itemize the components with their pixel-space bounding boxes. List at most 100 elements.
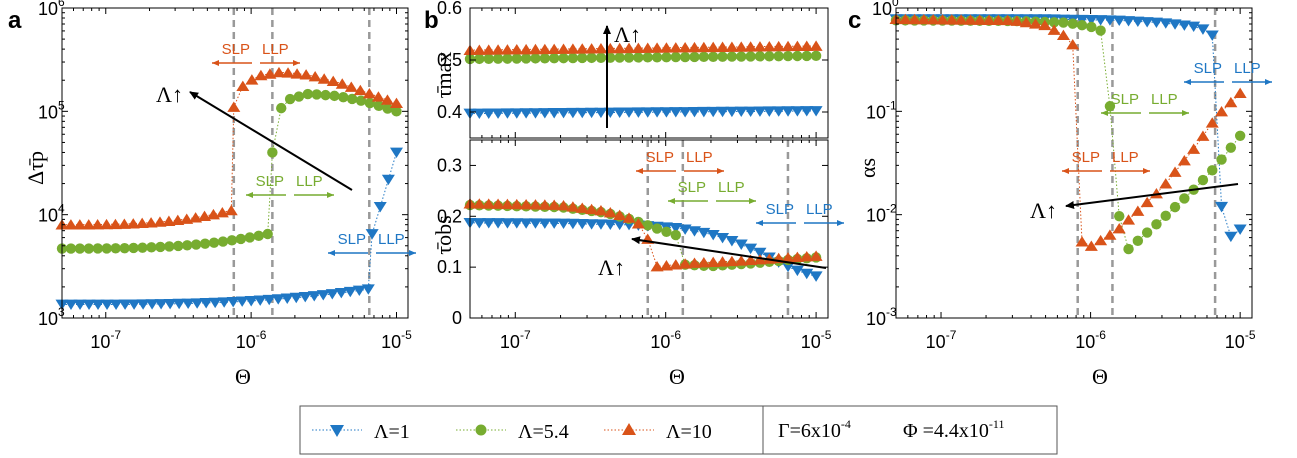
plot-layer: 10-7 10-6 10-5 103 104 105 106 0.4 0.5 0.6 10-7 10-… [38,0,1272,352]
data-point-b-top-0-2 [482,108,496,119]
data-point-a-1-25 [276,102,287,114]
data-point-b-top-1-31 [754,51,766,62]
data-point-a-0-10 [145,299,159,310]
data-point-c-0-31 [1177,20,1191,31]
data-point-c-0-21 [1084,15,1098,26]
data-point-b-top-2-20 [650,42,664,53]
panel-c-xlabel: Θ [1092,364,1108,389]
region-a-2-slp: SLP [338,231,366,248]
data-point-c-2-27 [1140,196,1154,208]
data-point-b-top-0-30 [744,106,758,117]
panel-b-top-ylabel: τ̄max [431,52,456,99]
data-point-a-0-13 [172,298,186,310]
data-point-a-2-19 [224,204,238,216]
data-point-c-1-25 [1123,243,1134,255]
data-point-a-1-8 [128,242,139,254]
data-point-a-2-26 [281,67,295,78]
data-point-b-top-1-24 [689,51,700,63]
data-point-b-top-0-26 [706,106,720,118]
region-a-0-llp: LLP [262,41,289,58]
data-point-b-top-1-32 [764,51,775,62]
data-point-b-bottom-2-20 [650,260,664,272]
data-point-a-1-4 [92,243,103,254]
data-point-a-0-6 [109,299,123,310]
panel-letter-a: a [8,7,22,34]
data-point-a-0-33 [352,285,366,297]
data-point-b-top-2-4 [500,44,514,55]
region-a-1-slp: SLP [256,173,284,190]
data-point-c-2-4 [926,13,940,25]
data-point-b-top-0-32 [762,106,776,117]
data-point-a-2-2 [73,219,87,230]
data-point-a-0-20 [235,296,249,307]
data-point-b-top-1-6 [520,53,532,64]
data-point-c-2-30 [1168,166,1182,177]
data-point-a-1-1 [65,243,77,254]
data-point-b-top-0-25 [697,106,711,118]
data-point-c-1-30 [1169,201,1181,213]
data-point-c-0-22 [1094,15,1108,26]
data-point-c-0-30 [1168,19,1182,30]
axes-box-b-bottom [469,139,829,319]
series-line-b-bottom-1 [469,204,817,267]
data-point-a-1-27 [293,91,305,102]
data-point-a-2-37 [380,94,394,105]
data-point-b-bottom-0-8 [538,218,552,229]
data-point-b-top-1-21 [661,51,672,63]
data-point-c-1-27 [1141,227,1153,238]
data-point-b-top-2-36 [800,40,814,51]
panel-b-xlabel: Θ [669,364,685,389]
data-point-c-2-33 [1196,130,1210,141]
data-point-a-0-16 [199,298,213,309]
data-point-a-0-5 [100,299,114,311]
data-point-c-2-14 [1019,16,1033,28]
data-point-a-0-25 [280,293,294,304]
data-point-b-bottom-0-22 [669,222,683,234]
data-point-b-bottom-0-10 [557,218,571,229]
data-point-b-bottom-2-17 [622,212,636,223]
data-point-b-top-1-33 [773,50,784,62]
data-point-b-bottom-0-31 [753,247,767,259]
data-point-a-1-37 [382,103,393,114]
data-point-c-1-21 [1086,21,1097,33]
data-point-c-2-7 [954,14,968,25]
data-point-a-1-35 [364,97,376,109]
data-point-a-0-34 [361,284,375,295]
data-point-b-top-1-29 [736,51,747,62]
data-point-b-bottom-0-3 [491,218,505,229]
data-point-a-1-33 [346,93,358,105]
data-point-a-1-31 [329,90,340,102]
data-point-b-top-2-10 [557,43,571,54]
data-point-a-1-30 [320,89,331,101]
data-point-b-bottom-2-9 [547,199,561,210]
data-point-a-2-20 [227,101,241,112]
lambda-arrow-b-top-label: Λ↑ [614,22,641,47]
data-point-a-0-29 [316,290,330,301]
data-point-a-1-14 [182,240,193,251]
data-point-a-1-7 [119,242,130,254]
x-tick-label-b-bottom-0: 10-7 [500,328,531,352]
data-point-b-top-1-5 [511,53,522,64]
data-point-a-1-9 [137,242,148,253]
legend-label-2: Λ=10 [666,421,712,443]
data-point-b-bottom-0-30 [744,243,758,255]
data-point-c-0-25 [1122,16,1136,27]
data-point-b-top-0-3 [491,108,505,119]
data-point-a-2-6 [108,218,122,230]
data-point-b-top-0-14 [594,107,608,119]
data-point-b-bottom-0-14 [594,219,608,230]
lambda-arrow-a-label: Λ↑ [156,82,183,107]
data-point-c-0-24 [1112,15,1126,26]
x-tick-label-b-bottom-2: 10-5 [801,328,832,352]
data-point-a-0-23 [262,294,276,306]
data-point-b-top-2-37 [809,40,823,51]
data-point-b-top-2-6 [519,43,533,55]
data-point-c-2-19 [1066,39,1080,50]
data-point-a-1-32 [338,91,349,103]
region-a-2-llp: LLP [378,231,405,248]
data-point-b-top-2-2 [482,44,496,55]
data-point-c-1-33 [1197,174,1209,186]
data-point-a-0-19 [226,296,240,308]
data-point-b-top-2-19 [641,42,655,53]
